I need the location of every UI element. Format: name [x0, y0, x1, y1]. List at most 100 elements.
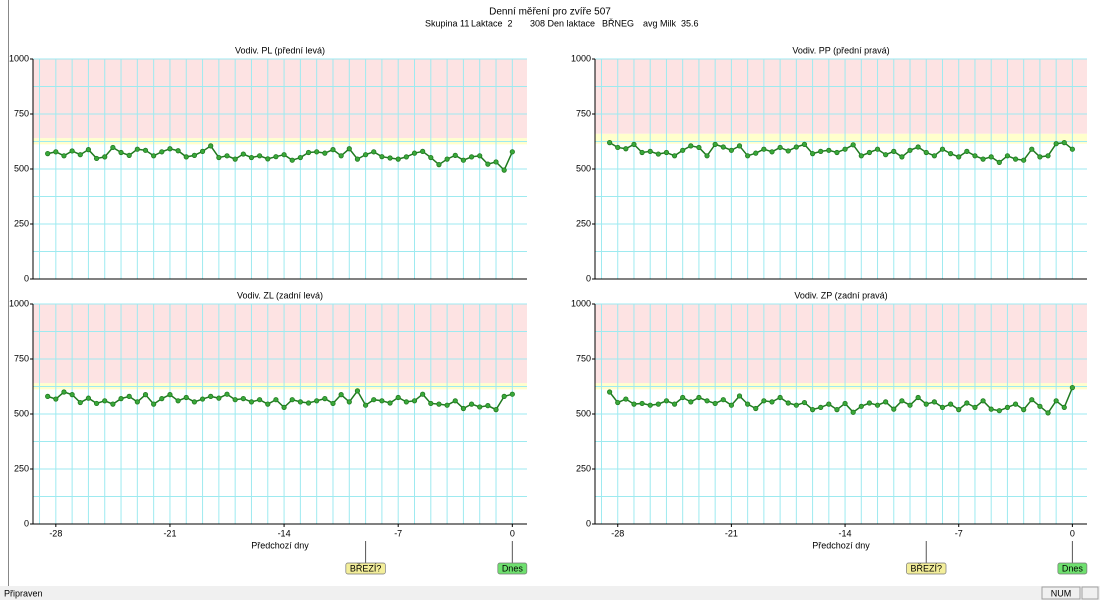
- data-point: [338, 153, 344, 159]
- data-point: [175, 148, 181, 154]
- data-point: [712, 400, 718, 407]
- data-point: [842, 146, 848, 152]
- data-point: [769, 399, 775, 405]
- data-point: [866, 400, 873, 406]
- data-point: [1069, 146, 1075, 152]
- x-tick-label: -21: [725, 528, 738, 538]
- data-point: [77, 152, 83, 158]
- annotation-label: Dnes: [502, 563, 524, 573]
- chart-title: Vodiv. PL (přední levá): [235, 45, 325, 55]
- data-point: [509, 391, 515, 397]
- series-line: [609, 387, 1074, 415]
- data-point: [720, 397, 726, 403]
- data-point: [468, 154, 475, 160]
- info: BŘNEG: [602, 18, 634, 28]
- data-point: [493, 406, 499, 413]
- data-point: [948, 401, 954, 407]
- y-tick-label: 250: [576, 218, 591, 228]
- data-point: [305, 149, 312, 156]
- y-tick-label: 750: [14, 108, 29, 118]
- data-point: [395, 156, 401, 162]
- data-point: [753, 405, 759, 412]
- x-tick-label: 0: [1070, 528, 1075, 538]
- data-point: [623, 146, 629, 152]
- chart-title: Vodiv. ZL (zadní levá): [237, 290, 323, 300]
- data-point: [1053, 141, 1059, 147]
- annotation-box: [1057, 562, 1088, 575]
- status-text: Připraven: [4, 588, 43, 598]
- data-point: [874, 146, 881, 152]
- data-point: [834, 149, 840, 156]
- data-point: [704, 153, 710, 159]
- indicator-box: [1041, 586, 1081, 600]
- annotation-box: [906, 562, 947, 575]
- data-point: [688, 399, 694, 405]
- y-tick-label: 750: [576, 108, 591, 118]
- y-tick-label: 250: [14, 463, 29, 473]
- data-point: [322, 395, 328, 402]
- data-point: [110, 401, 116, 407]
- data-point: [761, 146, 767, 152]
- data-point: [159, 395, 165, 402]
- data-point: [314, 398, 320, 404]
- y-tick-label: 1000: [9, 53, 29, 63]
- data-point: [939, 404, 946, 410]
- y-tick-label: 750: [576, 353, 591, 363]
- data-point: [1061, 404, 1067, 410]
- x-tick-label: -7: [955, 528, 963, 538]
- data-point: [362, 152, 369, 158]
- x-tick-label: -7: [394, 528, 402, 538]
- data-point: [509, 149, 515, 155]
- data-point: [1045, 410, 1051, 416]
- data-point: [102, 154, 108, 160]
- data-point: [387, 400, 393, 406]
- data-point: [126, 393, 132, 399]
- data-point: [1004, 153, 1011, 159]
- x-tick-label: -21: [163, 528, 176, 538]
- indicator-box: [1081, 586, 1099, 600]
- data-point: [1021, 157, 1027, 163]
- y-tick-label: 0: [24, 273, 29, 283]
- data-point: [273, 397, 279, 403]
- data-point: [53, 149, 59, 155]
- y-tick-label: 250: [576, 463, 591, 473]
- data-point: [61, 389, 67, 395]
- data-point: [607, 389, 613, 395]
- data-point: [1012, 156, 1019, 162]
- y-tick-label: 250: [14, 218, 29, 228]
- data-point: [631, 141, 637, 147]
- zone: [33, 59, 527, 139]
- data-point: [134, 399, 140, 405]
- data-point: [436, 162, 442, 168]
- data-point: [93, 155, 100, 162]
- data-point: [1037, 403, 1043, 409]
- data-point: [142, 147, 149, 153]
- data-point: [688, 143, 694, 149]
- data-point: [988, 406, 994, 412]
- data-point: [265, 156, 271, 162]
- data-point: [69, 148, 75, 154]
- data-point: [891, 148, 897, 154]
- data-point: [183, 394, 189, 401]
- series-line: [47, 144, 514, 172]
- data-point: [371, 397, 377, 403]
- data-point: [899, 398, 905, 404]
- data-point: [167, 392, 173, 398]
- data-point: [680, 394, 686, 401]
- data-point: [647, 148, 653, 154]
- data-point: [444, 156, 450, 162]
- data-point: [972, 404, 978, 410]
- data-point: [745, 153, 751, 159]
- data-point: [850, 409, 856, 415]
- data-point: [777, 144, 783, 151]
- x-axis-label: Předchozí dny: [812, 540, 870, 550]
- data-point: [834, 406, 840, 413]
- data-point: [175, 398, 181, 404]
- x-tick-label: -28: [611, 528, 624, 538]
- data-point: [939, 146, 946, 152]
- y-tick-label: 1000: [9, 298, 29, 308]
- data-point: [460, 157, 467, 163]
- data-point: [696, 144, 702, 151]
- annotation-label: Dnes: [1062, 563, 1084, 573]
